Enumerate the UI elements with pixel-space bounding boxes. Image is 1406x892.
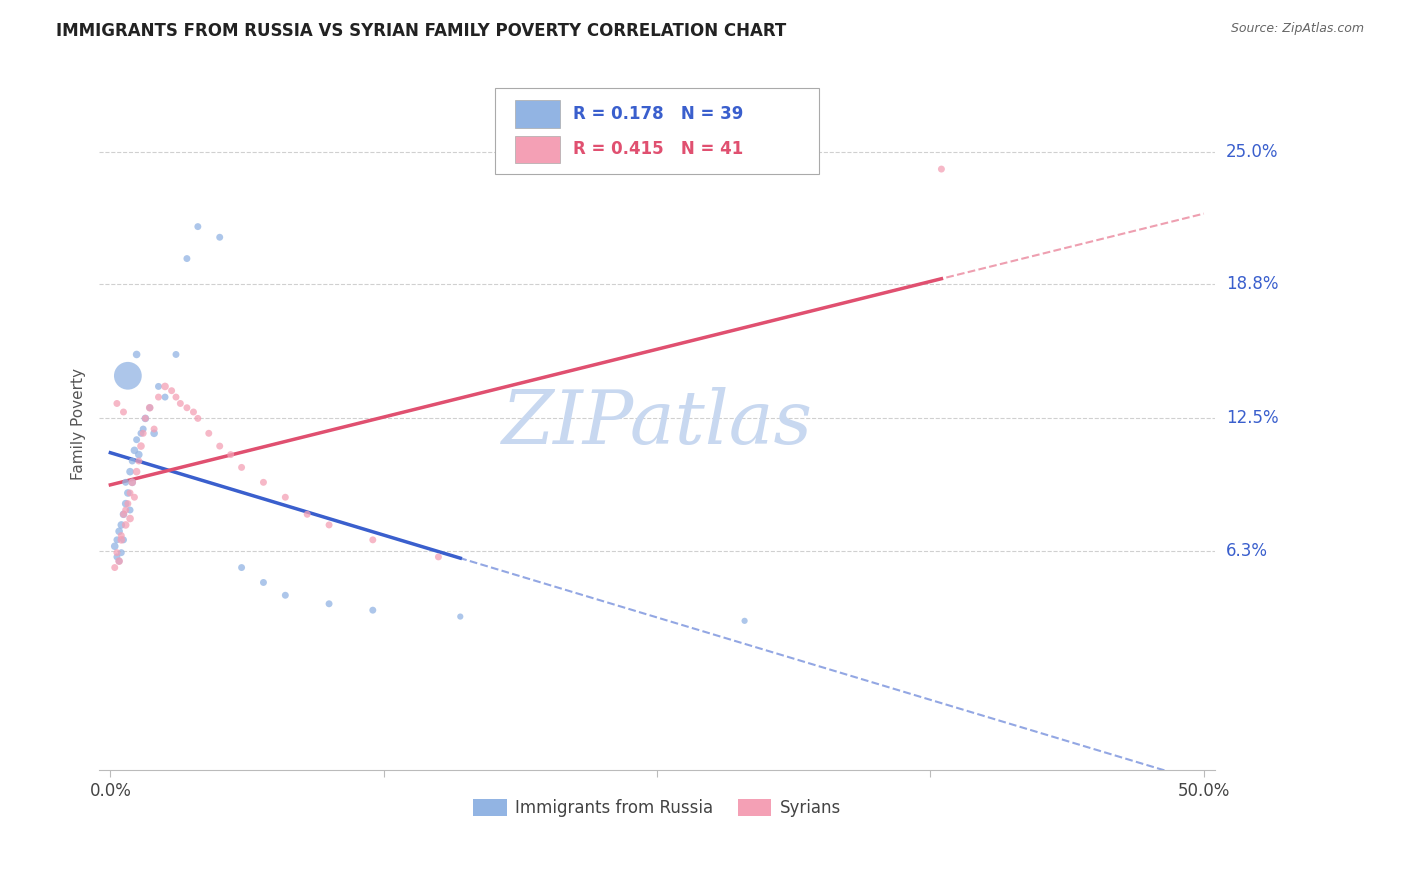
Point xyxy=(128,454,150,468)
Point xyxy=(118,486,141,500)
Point xyxy=(110,517,132,532)
Point xyxy=(112,405,135,419)
Point xyxy=(114,517,136,532)
Text: Source: ZipAtlas.com: Source: ZipAtlas.com xyxy=(1230,22,1364,36)
Point xyxy=(734,614,756,628)
Point xyxy=(148,390,170,404)
Point xyxy=(165,390,187,404)
Point xyxy=(110,528,132,542)
Point xyxy=(176,252,198,266)
FancyBboxPatch shape xyxy=(495,87,818,175)
Point xyxy=(183,405,205,419)
Text: R = 0.178   N = 39: R = 0.178 N = 39 xyxy=(574,105,744,123)
Text: 18.8%: 18.8% xyxy=(1226,275,1278,293)
Point xyxy=(318,597,340,611)
Text: 25.0%: 25.0% xyxy=(1226,143,1278,161)
Point xyxy=(427,549,450,564)
FancyBboxPatch shape xyxy=(516,136,560,163)
Point xyxy=(231,460,253,475)
Point xyxy=(295,508,318,522)
Point xyxy=(129,426,152,441)
Point xyxy=(105,396,128,410)
Point xyxy=(361,603,384,617)
Point xyxy=(197,426,219,441)
Y-axis label: Family Poverty: Family Poverty xyxy=(72,368,86,480)
Point xyxy=(114,497,136,511)
Point xyxy=(117,368,139,383)
Point xyxy=(187,411,209,425)
Point xyxy=(134,411,156,425)
Point xyxy=(112,508,135,522)
Point xyxy=(187,219,209,234)
Point xyxy=(105,549,128,564)
Point xyxy=(125,347,148,361)
Text: ZIPatlas: ZIPatlas xyxy=(502,387,813,460)
Point xyxy=(165,347,187,361)
Point xyxy=(274,588,297,602)
Point xyxy=(153,379,176,393)
Point xyxy=(108,554,131,568)
Point xyxy=(252,475,274,490)
Point xyxy=(148,379,170,393)
Point xyxy=(105,533,128,547)
Point xyxy=(114,503,136,517)
Point xyxy=(129,439,152,453)
Point xyxy=(124,443,146,458)
Point xyxy=(361,533,384,547)
Point xyxy=(104,560,127,574)
Point xyxy=(134,411,156,425)
Point xyxy=(108,524,131,539)
Point xyxy=(118,465,141,479)
Point xyxy=(110,546,132,560)
Point xyxy=(138,401,160,415)
Point xyxy=(208,230,231,244)
Point xyxy=(132,422,155,436)
Point xyxy=(169,396,191,410)
Point xyxy=(128,448,150,462)
Point xyxy=(138,401,160,415)
Point xyxy=(121,475,143,490)
Point xyxy=(105,546,128,560)
Point xyxy=(252,575,274,590)
Point xyxy=(219,448,242,462)
Text: R = 0.415   N = 41: R = 0.415 N = 41 xyxy=(574,140,744,159)
Point xyxy=(125,465,148,479)
Point xyxy=(118,503,141,517)
Point xyxy=(208,439,231,453)
Point xyxy=(153,390,176,404)
Point xyxy=(112,508,135,522)
Text: 6.3%: 6.3% xyxy=(1226,541,1268,559)
Point xyxy=(104,539,127,553)
Legend: Immigrants from Russia, Syrians: Immigrants from Russia, Syrians xyxy=(467,792,848,824)
Text: 12.5%: 12.5% xyxy=(1226,409,1278,427)
Point xyxy=(112,533,135,547)
Point xyxy=(108,554,131,568)
Point xyxy=(931,162,953,177)
Point xyxy=(117,486,139,500)
FancyBboxPatch shape xyxy=(516,100,560,128)
Point xyxy=(143,422,166,436)
Point xyxy=(124,490,146,504)
Point xyxy=(118,511,141,525)
Point xyxy=(121,454,143,468)
Text: IMMIGRANTS FROM RUSSIA VS SYRIAN FAMILY POVERTY CORRELATION CHART: IMMIGRANTS FROM RUSSIA VS SYRIAN FAMILY … xyxy=(56,22,786,40)
Point xyxy=(318,517,340,532)
Point xyxy=(176,401,198,415)
Point xyxy=(449,609,471,624)
Point xyxy=(132,426,155,441)
Point xyxy=(143,426,166,441)
Point xyxy=(274,490,297,504)
Point xyxy=(114,475,136,490)
Point xyxy=(117,497,139,511)
Point xyxy=(110,533,132,547)
Point xyxy=(231,560,253,574)
Point xyxy=(121,475,143,490)
Point xyxy=(160,384,183,398)
Point xyxy=(125,433,148,447)
